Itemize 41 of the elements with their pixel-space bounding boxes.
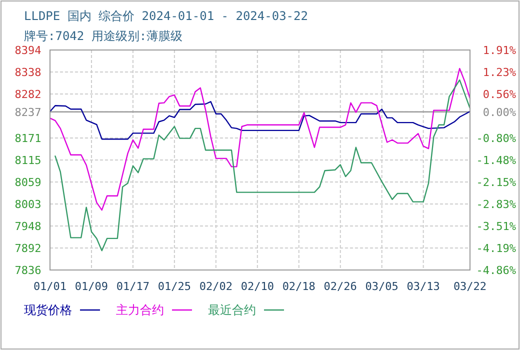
y-tick-label: 8171: [14, 132, 42, 145]
x-tick-label: 02/10: [240, 280, 274, 293]
y2-tick-label: -3.51%: [476, 220, 516, 233]
y2-tick-label: -4.86%: [476, 264, 516, 277]
x-tick-label: 03/05: [365, 280, 398, 293]
line-series: [54, 79, 471, 252]
x-tick-label: 03/22: [453, 280, 487, 293]
y-tick-label: 7892: [14, 242, 42, 255]
y2-tick-label: -1.48%: [476, 154, 516, 167]
y-tick-label: 8003: [14, 198, 42, 211]
x-tick-label: 03/13: [406, 280, 440, 293]
x-tick-label: 02/18: [282, 280, 316, 293]
x-tick-label: 01/25: [158, 280, 192, 293]
y2-tick-label: 1.91%: [482, 44, 516, 57]
y-tick-label: 8237: [14, 106, 42, 119]
legend-label: 最近合约: [208, 303, 256, 317]
y2-tick-label: 0.56%: [482, 88, 516, 101]
y2-tick-label: 1.23%: [482, 66, 516, 79]
y2-tick-label: -0.80%: [476, 132, 516, 145]
y-tick-label: 8338: [14, 66, 42, 79]
y2-tick-label: 0.00%: [482, 106, 516, 120]
y2-tick-label: -2.83%: [476, 198, 516, 211]
x-tick-label: 01/17: [116, 280, 150, 293]
y-tick-label: 8394: [14, 44, 42, 57]
x-tick-label: 02/26: [324, 280, 357, 293]
y-tick-label: 8282: [14, 88, 42, 101]
y-tick-label: 8059: [14, 176, 42, 189]
x-tick-label: 01/09: [74, 280, 108, 293]
legend-label: 主力合约: [116, 303, 164, 317]
x-tick-label: 02/02: [199, 280, 232, 293]
y2-tick-label: -2.15%: [476, 176, 516, 189]
y-tick-label: 7948: [14, 220, 42, 233]
chart-title: LLDPE 国内 综合价 2024-01-01 - 2024-03-22: [24, 9, 308, 23]
legend-label: 现货价格: [24, 303, 72, 317]
chart-subtitle: 牌号:7042 用途级别:薄膜级: [24, 29, 183, 43]
y-tick-label: 7836: [14, 264, 42, 277]
x-tick-label: 01/01: [33, 280, 67, 293]
line-series: [49, 68, 471, 211]
y-tick-label: 8115: [14, 154, 42, 167]
line-series: [49, 101, 471, 140]
y2-tick-label: -4.19%: [476, 242, 516, 256]
